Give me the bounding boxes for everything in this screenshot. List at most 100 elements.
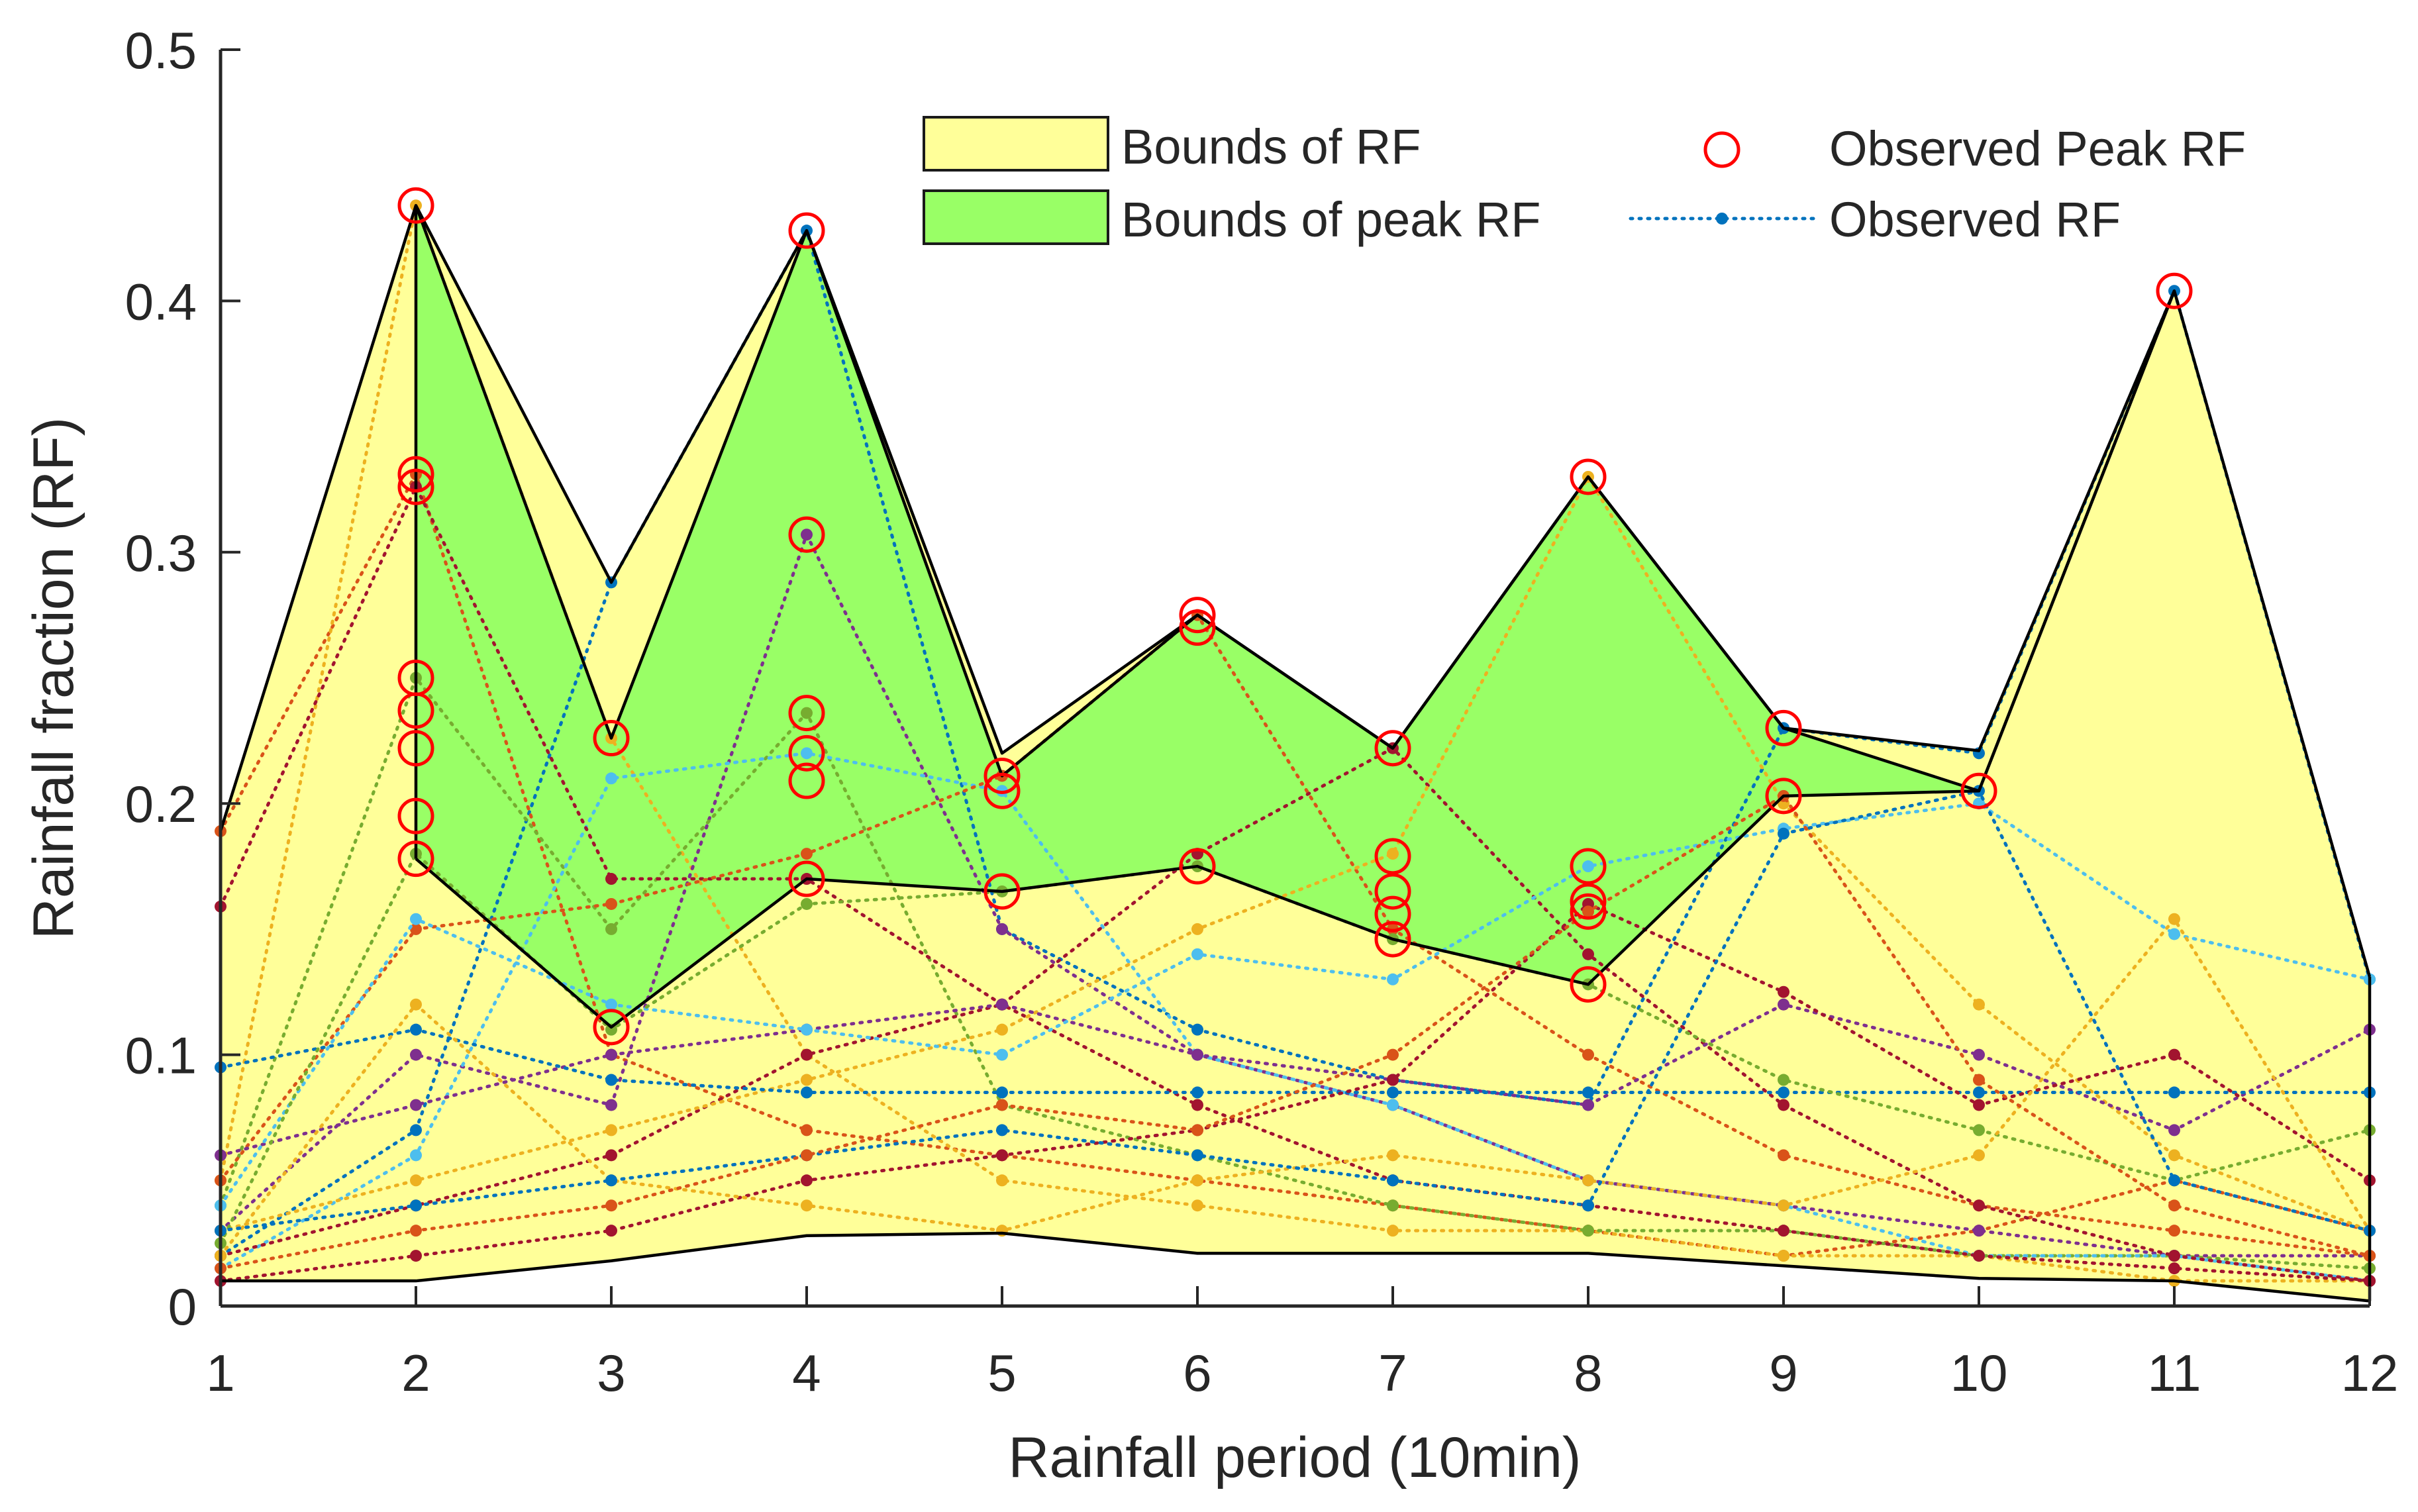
observed-rf-point [410, 1149, 422, 1162]
observed-rf-point [801, 1074, 813, 1086]
observed-rf-point [1778, 1250, 1789, 1262]
observed-rf-point [2168, 1124, 2180, 1136]
observed-rf-line [219, 746, 2372, 1283]
y-tick-label: 0.1 [125, 1027, 197, 1085]
observed-rf-line [219, 1003, 2372, 1157]
bound-outlines [219, 203, 2372, 1303]
observed-rf-point [605, 1225, 617, 1237]
observed-peak-marker [788, 516, 825, 553]
observed-rf-point [1778, 998, 1789, 1011]
observed-peak-marker [1374, 895, 1411, 932]
observed-rf-point [605, 1099, 617, 1111]
observed-rf-line [219, 612, 2372, 1258]
observed-rf-point [801, 1199, 813, 1212]
observed-rf-point [1387, 848, 1399, 860]
observed-rf-point [2168, 1174, 2180, 1187]
observed-rf-point [605, 1048, 617, 1061]
observed-rf-line [219, 483, 2372, 1283]
x-axis-label: Rainfall period (10min) [1008, 1426, 1581, 1489]
observed-peak-marker [1570, 458, 1607, 495]
legend-patch-peak-bounds [923, 189, 1109, 245]
observed-peak-marker [2156, 272, 2193, 309]
y-tick-label: 0 [168, 1278, 197, 1336]
observed-rf-point [410, 923, 422, 935]
observed-rf-point [1973, 998, 1985, 1011]
observed-peak-marker [593, 1009, 630, 1046]
observed-peak-marker [788, 212, 825, 249]
observed-rf-line [219, 473, 2372, 1233]
observed-rf-point [996, 1174, 1008, 1187]
observed-peak-marker [397, 730, 434, 767]
observed-peak-marker [397, 797, 434, 834]
observed-rf-point [1973, 1225, 1985, 1237]
observed-rf-point [1778, 1199, 1789, 1212]
observed-rf-point [2168, 913, 2180, 925]
observed-rf-point [1973, 1250, 1985, 1262]
observed-rf-point [996, 998, 1008, 1011]
x-tick-label: 1 [206, 1344, 234, 1402]
observed-rf-point [1387, 1086, 1399, 1099]
observed-rf-point [2168, 1250, 2180, 1262]
observed-rf-point [1778, 1099, 1789, 1111]
observed-peak-marker [788, 734, 825, 772]
x-tick-label: 3 [597, 1344, 625, 1402]
observed-rf-point [410, 1199, 422, 1212]
y-axis-label: Rainfall fraction (RF) [22, 417, 85, 940]
peak-upper-bound-line [414, 205, 2176, 793]
observed-peak-marker [397, 187, 434, 224]
observed-peak-marker [1179, 848, 1216, 885]
x-tick-label: 5 [987, 1344, 1016, 1402]
observed-peak-marker [788, 695, 825, 732]
observed-rf-point [1973, 1074, 1985, 1086]
observed-peak-marker [1374, 838, 1411, 875]
x-tick-label: 2 [401, 1344, 430, 1402]
observed-rf-point [1582, 1086, 1594, 1099]
observed-rf-point [801, 529, 813, 541]
observed-rf-line [219, 793, 2372, 1270]
observed-peak-marker [1570, 883, 1607, 920]
legend-observed-dot [1716, 213, 1728, 225]
observed-rf-point [410, 1174, 422, 1187]
legend-label-rf-bounds: Bounds of RF [1121, 119, 1421, 174]
observed-rf-point [801, 747, 813, 760]
legend-peak-marker [1703, 131, 1740, 168]
observed-rf-point [1387, 1048, 1399, 1061]
observed-rf-line [219, 801, 2372, 1207]
observed-rf-point [1191, 1086, 1203, 1099]
observed-rf-point [1973, 1086, 1985, 1099]
observed-peak-marker [788, 762, 825, 799]
observed-peak-marker [593, 720, 630, 757]
observed-rf-line [219, 751, 2372, 1283]
legend: Bounds of RF Bounds of peak RF Observed … [923, 116, 2246, 247]
observed-rf-point [605, 772, 617, 785]
y-tick-label: 0.5 [125, 21, 197, 79]
observed-rf-point [605, 1074, 617, 1086]
observed-rf-point [1778, 1074, 1789, 1086]
observed-rf-point [996, 1124, 1008, 1136]
observed-rf-point [605, 897, 617, 910]
observed-peak-marker [1374, 873, 1411, 910]
observed-rf-point [1778, 1225, 1789, 1237]
observed-rf-point [2168, 1199, 2180, 1212]
observed-rf-point [801, 1174, 813, 1187]
observed-rf-point [996, 1086, 1008, 1099]
observed-rf-point [2168, 1149, 2180, 1162]
y-ticks: 0 0.1 0.2 0.3 0.4 0.5 [125, 21, 240, 1336]
observed-rf-point [1191, 1124, 1203, 1136]
observed-rf-point [801, 897, 813, 910]
observed-peak-marker [1374, 730, 1411, 767]
observed-peak-marker [1570, 893, 1607, 930]
observed-rf-point [801, 1086, 813, 1099]
observed-rf-point [1582, 860, 1594, 873]
observed-peak-marker [397, 468, 434, 505]
observed-rf-point [410, 998, 422, 1011]
observed-peak-marker [1960, 772, 1997, 809]
observed-rf-line [219, 674, 2372, 1270]
observed-rf-point [1582, 1048, 1594, 1061]
observed-rf-point [1387, 973, 1399, 985]
observed-rf-point [605, 998, 617, 1011]
observed-rf-point [605, 1174, 617, 1187]
peak-lower-bound-line [415, 290, 2176, 1029]
observed-peak-marker [397, 692, 434, 729]
x-tick-label: 7 [1378, 1344, 1407, 1402]
